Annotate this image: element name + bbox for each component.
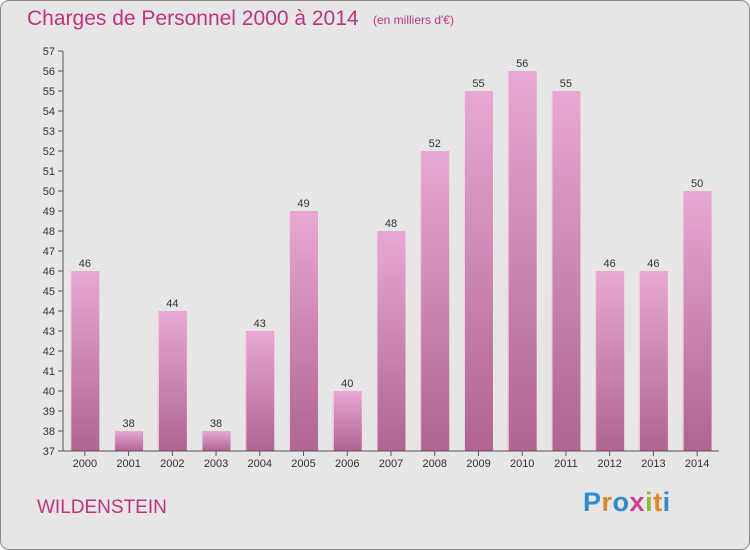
chart-subtitle: (en milliers d'€)	[373, 13, 454, 27]
y-tick-label: 54	[43, 106, 55, 118]
x-tick-label: 2003	[204, 458, 228, 470]
proxiti-logo[interactable]: Proxiti	[583, 487, 671, 518]
bar	[595, 271, 625, 451]
x-tick-label: 2005	[291, 458, 315, 470]
bar	[420, 151, 450, 451]
data-label: 52	[429, 138, 441, 150]
bar	[70, 271, 100, 451]
data-label: 50	[691, 178, 703, 190]
logo-letter: t	[653, 487, 663, 517]
x-tick-label: 2002	[160, 458, 184, 470]
x-tick-label: 2011	[554, 458, 578, 470]
y-tick-label: 53	[43, 126, 55, 138]
chart-title: Charges de Personnel 2000 à 2014	[27, 7, 359, 30]
logo-letter: o	[612, 487, 630, 517]
y-tick-label: 57	[43, 46, 55, 58]
data-label: 38	[210, 418, 222, 430]
y-tick-label: 41	[43, 366, 55, 378]
bar	[332, 391, 362, 451]
data-label: 48	[385, 218, 397, 230]
y-tick-label: 44	[43, 306, 55, 318]
x-tick-label: 2004	[248, 458, 272, 470]
commune-name: WILDENSTEIN	[37, 497, 167, 518]
y-tick-label: 47	[43, 246, 55, 258]
bar	[289, 211, 319, 451]
data-label: 55	[472, 78, 484, 90]
logo-letter: P	[583, 487, 602, 517]
data-label: 55	[560, 78, 572, 90]
bar	[551, 91, 581, 451]
y-tick-label: 38	[43, 426, 55, 438]
y-tick-label: 39	[43, 406, 55, 418]
bar	[114, 431, 144, 451]
bar	[201, 431, 231, 451]
data-label: 56	[516, 58, 528, 70]
logo-letter: i	[645, 487, 654, 517]
y-tick-label: 56	[43, 66, 55, 78]
data-label: 44	[166, 298, 178, 310]
bar	[157, 311, 187, 451]
y-tick-label: 51	[43, 166, 55, 178]
y-tick-label: 45	[43, 286, 55, 298]
x-tick-label: 2007	[379, 458, 403, 470]
y-tick-label: 49	[43, 206, 55, 218]
bar	[507, 71, 537, 451]
data-label: 46	[647, 258, 659, 270]
y-tick-label: 46	[43, 266, 55, 278]
x-tick-label: 2012	[597, 458, 621, 470]
y-tick-label: 43	[43, 326, 55, 338]
bar	[245, 331, 275, 451]
y-tick-label: 55	[43, 86, 55, 98]
x-tick-label: 2013	[641, 458, 665, 470]
x-tick-label: 2010	[510, 458, 534, 470]
x-tick-label: 2000	[73, 458, 97, 470]
x-axis: 2000 2001 2002 2003 2004 2005 2006 2007 2008 2009…	[63, 450, 719, 470]
bar	[682, 191, 712, 451]
bar	[376, 231, 406, 451]
x-tick-label: 2001	[116, 458, 140, 470]
bars-group: 46 38 44 38 43 49 40 48 52 55 56 55 46 46 50	[70, 58, 712, 451]
logo-letter: r	[601, 487, 613, 517]
y-tick-label: 52	[43, 146, 55, 158]
y-tick-label: 48	[43, 226, 55, 238]
x-tick-label: 2009	[466, 458, 490, 470]
x-tick-label: 2008	[422, 458, 446, 470]
data-label: 49	[297, 198, 309, 210]
y-tick-label: 42	[43, 346, 55, 358]
bar	[638, 271, 668, 451]
logo-letter: i	[662, 487, 671, 517]
data-label: 40	[341, 378, 353, 390]
data-label: 38	[122, 418, 134, 430]
y-tick-label: 40	[43, 386, 55, 398]
x-tick-label: 2006	[335, 458, 359, 470]
y-tick-label: 37	[43, 446, 55, 458]
y-tick-label: 50	[43, 186, 55, 198]
data-label: 43	[254, 318, 266, 330]
logo-letter: x	[629, 487, 646, 517]
data-label: 46	[79, 258, 91, 270]
y-axis: 37 38 39 40 41 42 43 44 45 46 47 48 49 50 51 52 53 54 55 56…	[43, 46, 64, 458]
data-label: 46	[604, 258, 616, 270]
bar	[463, 91, 493, 451]
x-tick-label: 2014	[685, 458, 709, 470]
